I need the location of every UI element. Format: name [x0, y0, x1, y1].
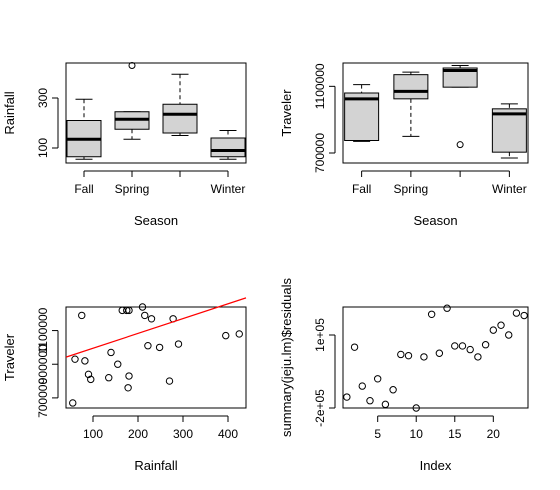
- data-point: [107, 348, 115, 357]
- x-axis-label: Index: [420, 458, 452, 473]
- plot-frame: [65, 306, 247, 409]
- x-tick-label: 400: [218, 427, 238, 441]
- data-point: [466, 345, 474, 354]
- data-point: [124, 384, 132, 392]
- data-point: [125, 306, 133, 315]
- data-point: [81, 357, 89, 365]
- data-point: [458, 342, 467, 350]
- y-tick-label: 100: [36, 138, 50, 158]
- data-point: [222, 331, 230, 340]
- plot-frame: [342, 306, 529, 409]
- x-tick-label: 200: [128, 427, 148, 441]
- x-tick-label: 10: [410, 427, 424, 441]
- data-point: [497, 321, 505, 329]
- data-point: [404, 351, 413, 360]
- data-point: [435, 349, 444, 357]
- data-point: [397, 350, 405, 359]
- y-tick-label: 1100000: [313, 63, 327, 109]
- traveler-by-season-boxplot: Season Traveler 700000 1100000 Fall Spring Win…: [279, 62, 529, 228]
- box-iqr: [491, 108, 527, 153]
- y-axis-label: Traveler: [2, 333, 17, 381]
- data-point: [144, 342, 152, 350]
- data-point: [427, 310, 436, 319]
- plot-frame: [342, 62, 529, 164]
- x-tick-label: Spring: [394, 182, 429, 196]
- y-tick-label: 1100000: [36, 307, 50, 353]
- residuals-vs-index-scatter: Index summary(jeju.lm)$residuals -2e+05 1e+…: [279, 278, 529, 473]
- data-point: [125, 372, 133, 380]
- x-tick-label: Winter: [492, 182, 527, 196]
- x-tick-label: 100: [83, 427, 103, 441]
- box-iqr: [210, 137, 246, 158]
- data-point: [512, 309, 521, 317]
- data-point: [474, 353, 482, 361]
- data-point: [350, 343, 359, 351]
- y-tick-label: 700000: [313, 133, 327, 173]
- x-tick-label: Spring: [115, 182, 150, 196]
- y-tick-label: -2e+05: [313, 389, 327, 427]
- data-point: [87, 375, 95, 384]
- outlier-point: [456, 141, 464, 149]
- box-iqr: [442, 67, 478, 88]
- y-axis-label: Traveler: [279, 89, 294, 137]
- data-point: [69, 399, 77, 407]
- data-point: [78, 311, 86, 320]
- data-point: [358, 382, 366, 390]
- y-axis-label: summary(jeju.lm)$residuals: [279, 278, 294, 437]
- data-point: [481, 341, 490, 349]
- data-point: [366, 396, 374, 405]
- y-axis-label: Rainfall: [2, 91, 17, 134]
- data-point: [123, 306, 131, 315]
- y-tick-label: 1e+05: [313, 318, 327, 352]
- y-tick-label: 900000: [36, 344, 50, 384]
- box-iqr: [393, 74, 429, 100]
- data-point: [451, 342, 459, 350]
- regression-line: [65, 297, 247, 358]
- data-point: [373, 375, 382, 383]
- data-point: [443, 304, 451, 312]
- x-axis-label: Rainfall: [134, 458, 177, 473]
- data-point: [155, 343, 164, 352]
- x-tick-label: 300: [173, 427, 193, 441]
- data-point: [420, 353, 428, 361]
- x-tick-label: 15: [448, 427, 462, 441]
- box-iqr: [344, 92, 380, 141]
- plot-frame: [65, 62, 247, 164]
- data-point: [141, 311, 149, 320]
- x-axis-label: Season: [134, 213, 178, 228]
- data-point: [138, 303, 147, 311]
- x-tick-label: 5: [374, 427, 381, 441]
- data-point: [389, 386, 397, 394]
- y-tick-label: 700000: [36, 378, 50, 418]
- x-tick-label: Fall: [352, 182, 371, 196]
- y-tick-label: 300: [36, 88, 50, 108]
- data-point: [381, 400, 390, 409]
- data-point: [114, 360, 122, 368]
- box-iqr: [162, 103, 198, 134]
- data-point: [71, 355, 79, 363]
- x-tick-label: 20: [487, 427, 501, 441]
- data-point: [174, 340, 183, 348]
- data-point: [412, 404, 420, 412]
- x-tick-label: Fall: [74, 182, 93, 196]
- rainfall-by-season-boxplot: Season Rainfall 100 300 Fall Spring Winter: [2, 62, 247, 228]
- data-point: [489, 326, 498, 334]
- data-point: [505, 331, 513, 339]
- x-axis-label: Season: [413, 213, 457, 228]
- data-point: [147, 315, 156, 323]
- outlier-point: [128, 62, 136, 69]
- data-point: [343, 393, 351, 401]
- data-point: [105, 374, 113, 382]
- data-point: [520, 311, 528, 320]
- data-point: [235, 330, 243, 338]
- data-point: [165, 377, 174, 385]
- x-tick-label: Winter: [211, 182, 246, 196]
